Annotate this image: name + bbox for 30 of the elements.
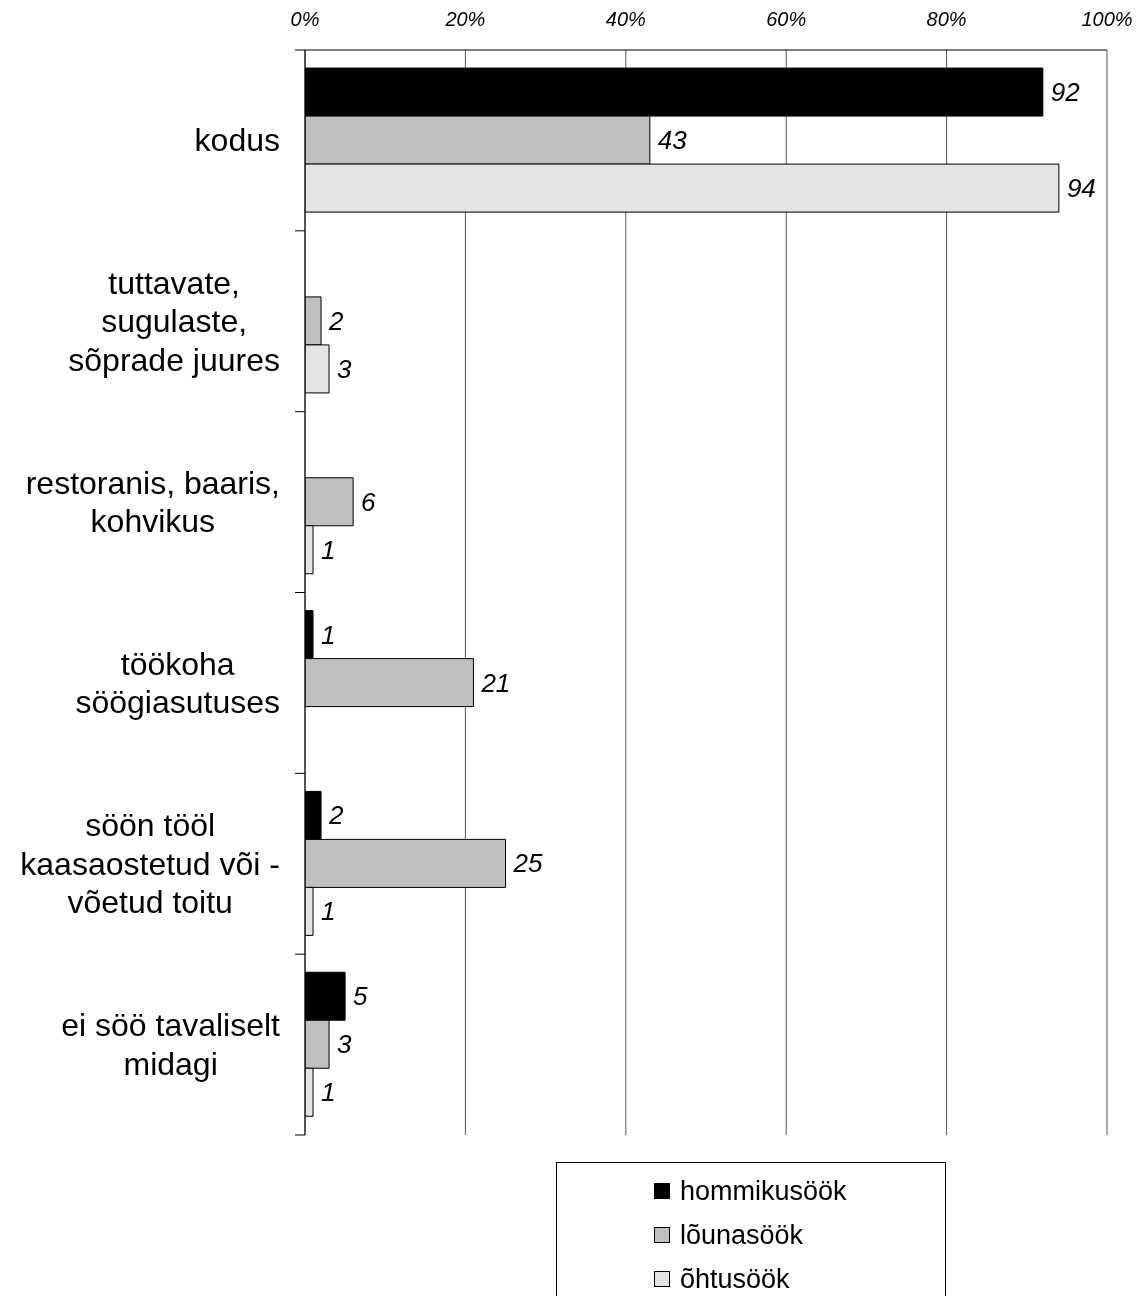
x-tick-label: 0% <box>290 8 320 30</box>
y-tick-label: töökoha söögiasutuses <box>75 645 280 721</box>
y-tick-label: söön tööl kaasaostetud või -võetud toitu <box>20 807 280 921</box>
data-label: 92 <box>1050 77 1081 108</box>
y-tick-label: ei söö tavaliselt midagi <box>61 1007 281 1082</box>
legend-label: lõunasöök <box>680 1220 804 1250</box>
y-tick-label: kodus <box>194 122 280 159</box>
data-label: 5 <box>353 981 369 1012</box>
data-label: 1 <box>321 534 336 565</box>
y-tick-label: tuttavate, sugulaste, sõprade juures <box>68 264 280 378</box>
legend-label: hommikusöök <box>680 1176 847 1206</box>
legend-label: õhtusöök <box>680 1264 790 1294</box>
data-label: 6 <box>361 486 377 517</box>
x-tick-label: 100% <box>1081 8 1133 30</box>
data-label: 1 <box>321 896 336 927</box>
data-label: 2 <box>328 800 345 831</box>
x-tick-label: 80% <box>926 8 967 30</box>
data-label: 94 <box>1066 173 1096 204</box>
x-tick-label: 60% <box>766 8 807 30</box>
data-label: 3 <box>337 1029 353 1060</box>
x-tick-label: 40% <box>605 8 646 30</box>
data-label: 43 <box>657 125 688 156</box>
data-label: 1 <box>321 1077 336 1108</box>
y-tick-label: restoranis, baaris, kohvikus <box>25 464 280 540</box>
data-label: 1 <box>321 619 336 650</box>
data-label: 21 <box>480 667 511 698</box>
data-label: 2 <box>328 305 345 336</box>
x-tick-label: 20% <box>444 8 486 30</box>
data-label: 25 <box>512 848 543 879</box>
data-label: 3 <box>337 353 353 384</box>
